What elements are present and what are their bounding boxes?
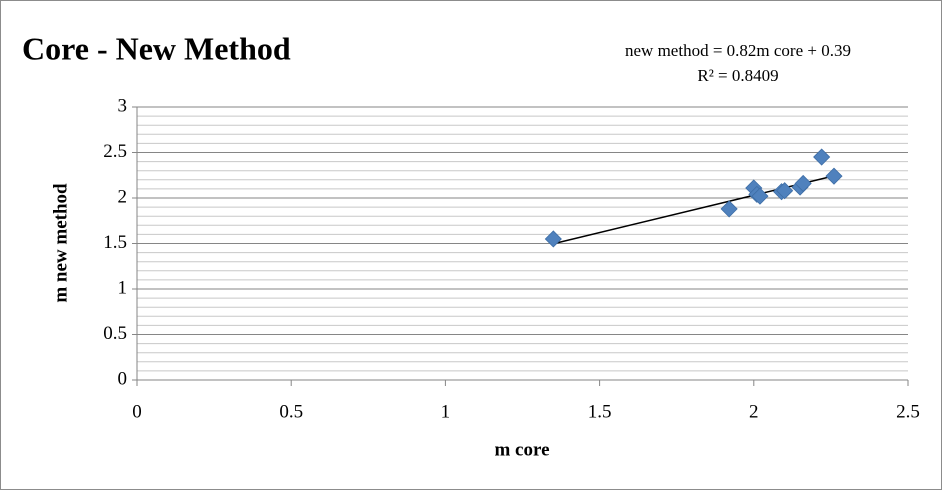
y-tick-label: 2 xyxy=(118,186,128,207)
x-tick-label: 1.5 xyxy=(588,401,612,422)
x-tick-label: 2.5 xyxy=(896,401,920,422)
point xyxy=(794,174,812,193)
x-tick-label: 2 xyxy=(749,401,759,422)
y-tick-label: 1.5 xyxy=(103,232,127,253)
point xyxy=(544,230,562,248)
y-axis-label: m new method xyxy=(50,183,71,303)
point xyxy=(751,187,769,205)
point xyxy=(776,182,794,200)
point xyxy=(813,148,831,166)
trendline-r2: R² = 0.8409 xyxy=(697,66,778,85)
x-axis-label: m core xyxy=(494,439,549,460)
x-tick-label: 0 xyxy=(132,401,142,422)
x-tick-label: 0.5 xyxy=(279,401,303,422)
y-tick-label: 3 xyxy=(118,95,128,116)
y-tick-label: 1 xyxy=(118,277,128,298)
trendline-equation: new method = 0.82m core + 0.39 xyxy=(625,41,851,60)
y-tick-label: 2.5 xyxy=(103,141,127,162)
x-tick-label: 1 xyxy=(441,401,451,422)
point xyxy=(720,200,738,218)
point xyxy=(825,167,843,185)
y-tick-label: 0 xyxy=(118,368,128,389)
y-tick-label: 0.5 xyxy=(103,323,127,344)
chart-title: Core - New Method xyxy=(22,30,291,66)
